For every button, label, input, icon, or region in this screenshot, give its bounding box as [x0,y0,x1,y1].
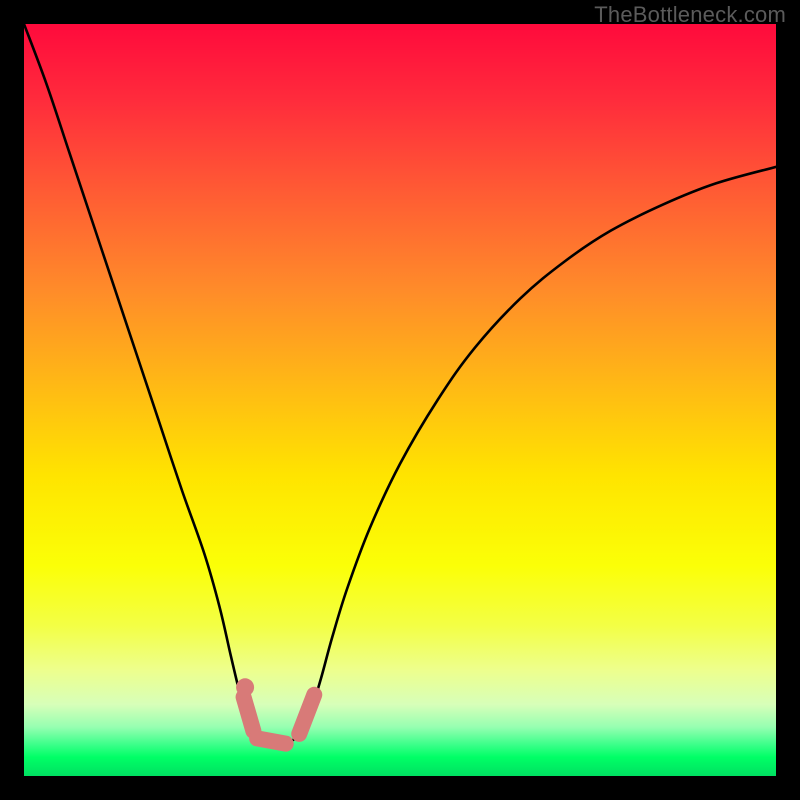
chart-frame: TheBottleneck.com [0,0,800,800]
gradient-background [24,24,776,776]
bottleneck-curve-chart [24,24,776,776]
plot-area [24,24,776,776]
watermark-text: TheBottleneck.com [594,2,786,28]
